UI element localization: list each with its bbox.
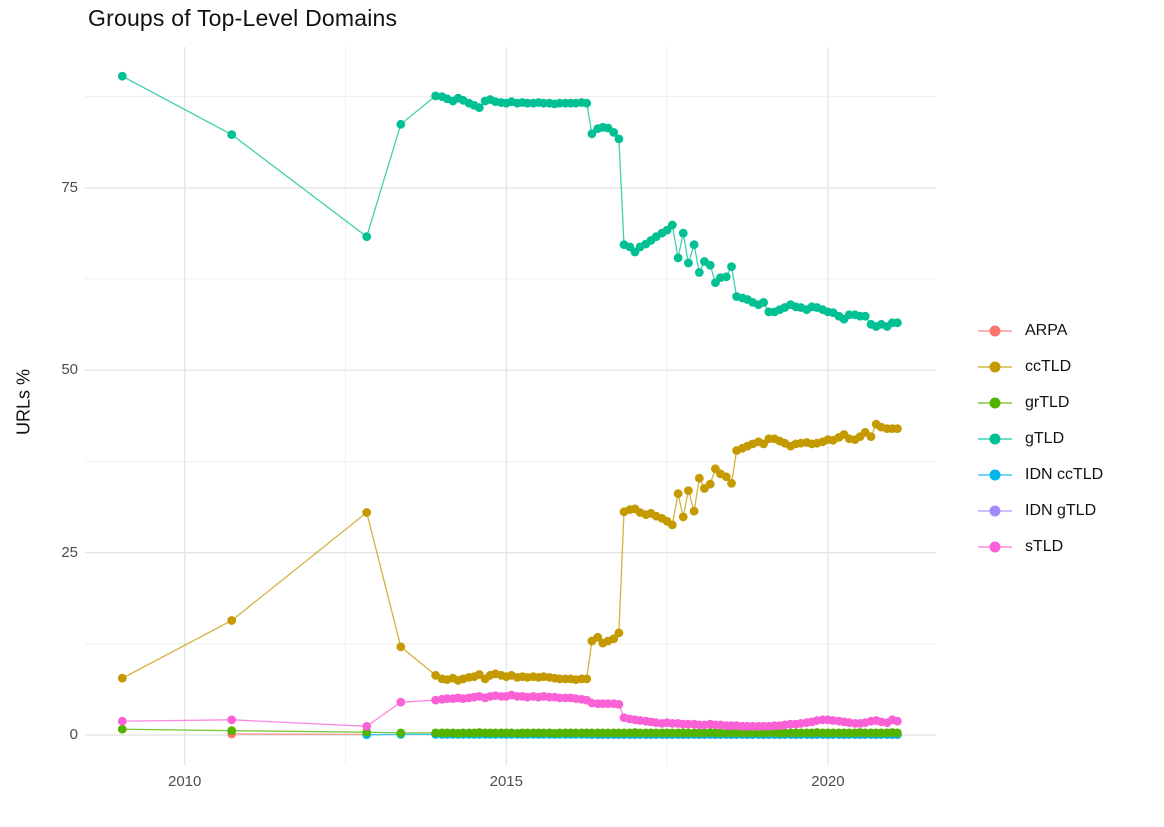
legend-label-gtld: gTLD (1025, 430, 1065, 447)
legend: ARPA ccTLD grTLD gTLD IDN ccTLD (978, 313, 1103, 565)
x-tick-label-2015: 2015 (489, 773, 523, 790)
y-tick-label-0: 0 (69, 726, 78, 744)
legend-item-stld: sTLD (978, 529, 1103, 565)
legend-line-dot-swatch-arpa (978, 325, 1012, 337)
x-tick-label-2020: 2020 (811, 773, 845, 790)
legend-line-dot-swatch-cctld (978, 361, 1012, 373)
y-tick-label-50: 50 (61, 361, 78, 379)
legend-label-grtld: grTLD (1025, 394, 1070, 411)
legend-line-dot-swatch-stld (978, 541, 1012, 553)
legend-label-arpa: ARPA (1025, 322, 1068, 339)
legend-line-dot-swatch-grtld (978, 397, 1012, 409)
legend-line-dot-swatch-idn-gtld (978, 505, 1012, 517)
legend-item-idn-cctld: IDN ccTLD (978, 457, 1103, 493)
y-tick-label-25: 25 (61, 543, 78, 561)
legend-label-stld: sTLD (1025, 538, 1064, 555)
legend-label-cctld: ccTLD (1025, 358, 1072, 375)
legend-item-arpa: ARPA (978, 313, 1103, 349)
legend-line-dot-swatch-idn-cctld (978, 469, 1012, 481)
legend-line-dot-swatch-gtld (978, 433, 1012, 445)
y-tick-label-75: 75 (61, 178, 78, 196)
legend-item-cctld: ccTLD (978, 349, 1103, 385)
legend-item-grtld: grTLD (978, 385, 1103, 421)
chart-title: Groups of Top-Level Domains (88, 5, 398, 31)
legend-label-idn-cctld: IDN ccTLD (1025, 466, 1104, 483)
legend-label-idn-gtld: IDN gTLD (1025, 502, 1097, 519)
legend-item-idn-gtld: IDN gTLD (978, 493, 1103, 529)
legend-item-gtld: gTLD (978, 421, 1103, 457)
x-tick-label-2010: 2010 (168, 773, 202, 790)
